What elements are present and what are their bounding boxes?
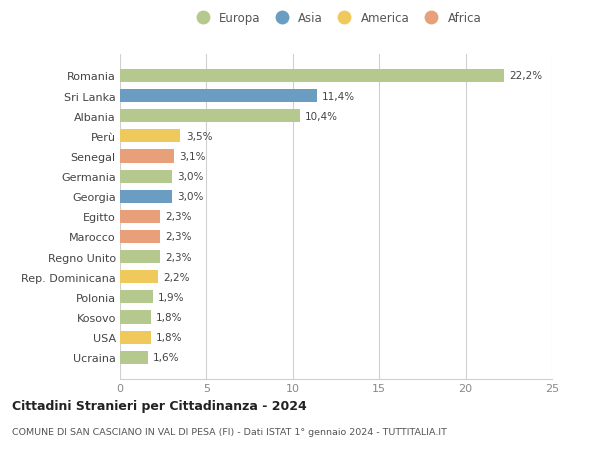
Text: 3,5%: 3,5% bbox=[185, 132, 212, 141]
Text: 2,2%: 2,2% bbox=[163, 272, 190, 282]
Text: 3,0%: 3,0% bbox=[177, 192, 203, 202]
Text: 22,2%: 22,2% bbox=[509, 71, 542, 81]
Text: 1,8%: 1,8% bbox=[156, 332, 183, 342]
Bar bbox=[120, 70, 503, 83]
Text: 11,4%: 11,4% bbox=[322, 91, 355, 101]
Text: 2,3%: 2,3% bbox=[165, 232, 191, 242]
Bar bbox=[120, 210, 160, 224]
Bar bbox=[120, 331, 151, 344]
Bar bbox=[120, 351, 148, 364]
Bar bbox=[120, 291, 153, 304]
Text: 1,8%: 1,8% bbox=[156, 312, 183, 322]
Bar bbox=[120, 150, 173, 163]
Text: 3,1%: 3,1% bbox=[179, 151, 205, 162]
Text: Cittadini Stranieri per Cittadinanza - 2024: Cittadini Stranieri per Cittadinanza - 2… bbox=[12, 399, 307, 412]
Text: 2,3%: 2,3% bbox=[165, 252, 191, 262]
Text: 10,4%: 10,4% bbox=[305, 112, 338, 122]
Bar bbox=[120, 110, 300, 123]
Bar bbox=[120, 271, 158, 284]
Text: COMUNE DI SAN CASCIANO IN VAL DI PESA (FI) - Dati ISTAT 1° gennaio 2024 - TUTTIT: COMUNE DI SAN CASCIANO IN VAL DI PESA (F… bbox=[12, 427, 447, 436]
Bar bbox=[120, 190, 172, 203]
Bar bbox=[120, 230, 160, 243]
Bar bbox=[120, 251, 160, 263]
Legend: Europa, Asia, America, Africa: Europa, Asia, America, Africa bbox=[191, 12, 481, 25]
Text: 1,9%: 1,9% bbox=[158, 292, 185, 302]
Bar bbox=[120, 170, 172, 183]
Bar bbox=[120, 90, 317, 103]
Text: 3,0%: 3,0% bbox=[177, 172, 203, 182]
Text: 1,6%: 1,6% bbox=[153, 353, 179, 363]
Text: 2,3%: 2,3% bbox=[165, 212, 191, 222]
Bar bbox=[120, 130, 181, 143]
Bar bbox=[120, 311, 151, 324]
